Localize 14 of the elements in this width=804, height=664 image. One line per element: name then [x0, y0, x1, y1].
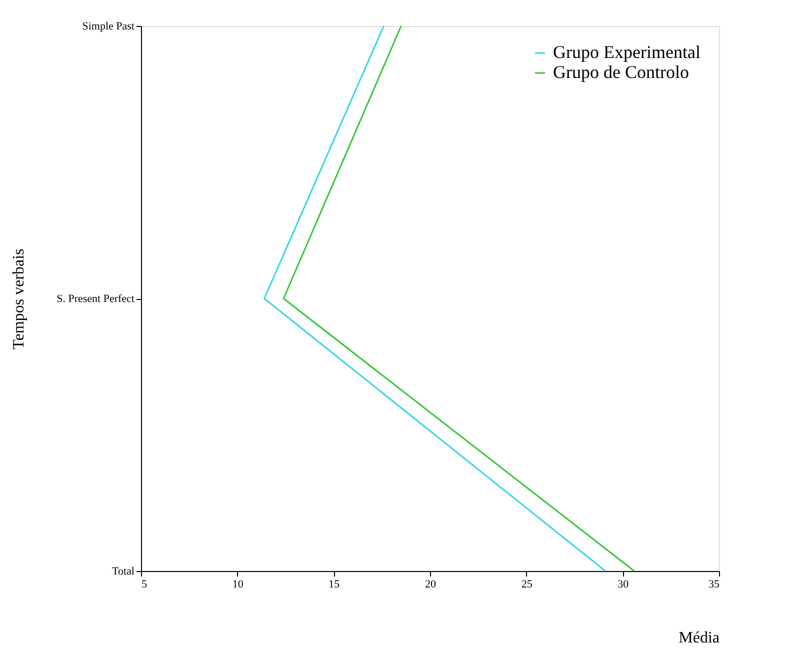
legend-label: Grupo de Controlo: [553, 62, 689, 82]
y-axis-title: Tempos verbais: [10, 248, 28, 350]
x-tick-label: 10: [232, 578, 244, 590]
y-tick-label: S. Present Perfect: [56, 293, 134, 305]
x-tick-label: 5: [142, 578, 148, 590]
y-tick-label: Total: [112, 566, 134, 578]
y-tick-label: Simple Past: [82, 20, 134, 32]
legend-label: Grupo Experimental: [553, 42, 700, 62]
x-tick-label: 15: [328, 578, 340, 590]
x-tick-label: 30: [618, 578, 630, 590]
x-axis-title: Média: [678, 630, 720, 646]
x-tick-label: 35: [708, 578, 720, 590]
x-tick-label: 20: [425, 578, 436, 590]
x-tick-label: 25: [521, 578, 533, 590]
